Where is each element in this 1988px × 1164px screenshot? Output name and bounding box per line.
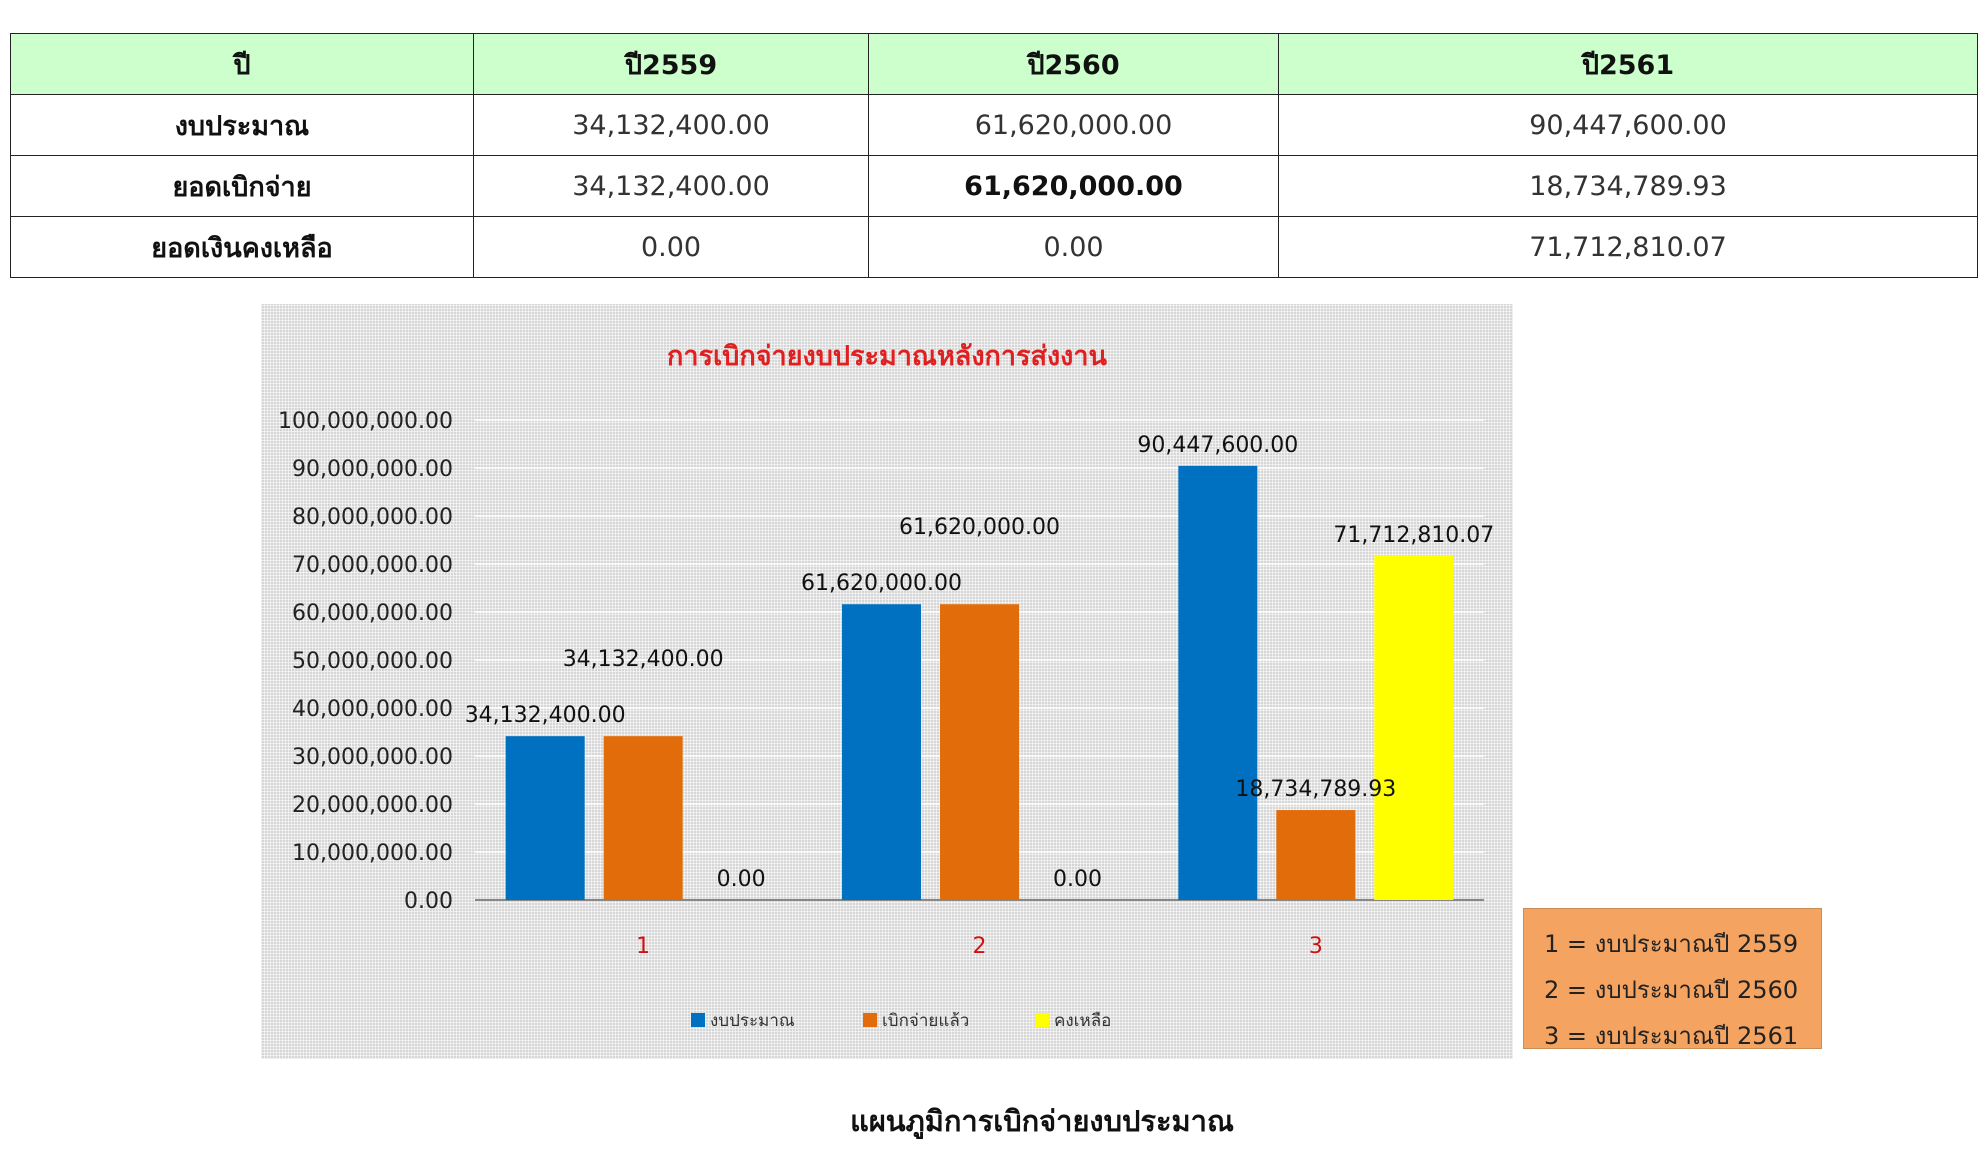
bar-chart: การเบิกจ่ายงบประมาณหลังการส่งงาน 0.00 10,0… xyxy=(261,304,1513,1059)
x-category-label: 3 xyxy=(1309,934,1323,959)
y-tick-label: 0.00 xyxy=(404,889,453,914)
legend-label: งบประมาณ xyxy=(710,1011,795,1031)
y-tick-label: 10,000,000.00 xyxy=(292,841,453,866)
row-label: ยอดเงินคงเหลือ xyxy=(10,216,474,278)
legend-swatch xyxy=(863,1013,877,1027)
bar-งบประมาณ xyxy=(505,736,585,900)
key-item: 3 = งบประมาณปี 2561 xyxy=(1544,1022,1799,1050)
category-key: 1 = งบประมาณปี 2559 2 = งบประมาณปี 2560 … xyxy=(1523,908,1822,1050)
table-cell: 0.00 xyxy=(473,216,869,278)
bar-คงเหลือ xyxy=(1374,555,1454,900)
bar-งบประมาณ xyxy=(842,604,921,900)
y-tick-label: 70,000,000.00 xyxy=(292,553,453,578)
row-label: ยอดเบิกจ่าย xyxy=(10,155,474,217)
legend-swatch xyxy=(1035,1013,1049,1027)
data-label: 90,447,600.00 xyxy=(1137,433,1298,458)
bar-งบประมาณ xyxy=(1178,465,1258,900)
x-category-label: 2 xyxy=(973,934,987,959)
bar-เบิกจ่ายแล้ว xyxy=(940,604,1019,900)
y-tick-label: 60,000,000.00 xyxy=(292,601,453,626)
legend-label: เบิกจ่ายแล้ว xyxy=(882,1011,969,1031)
y-tick-label: 20,000,000.00 xyxy=(292,793,453,818)
data-label: 34,132,400.00 xyxy=(563,647,724,672)
x-category-label: 1 xyxy=(636,934,650,959)
header-cell: ปี2560 xyxy=(868,33,1279,95)
data-label: 0.00 xyxy=(717,867,766,892)
table-cell: 34,132,400.00 xyxy=(473,94,869,156)
key-item: 2 = งบประมาณปี 2560 xyxy=(1544,976,1799,1004)
table-cell: 18,734,789.93 xyxy=(1278,155,1978,217)
chart-svg: การเบิกจ่ายงบประมาณหลังการส่งงาน 0.00 10,0… xyxy=(278,341,1494,1031)
data-label: 61,620,000.00 xyxy=(899,515,1060,540)
chart-caption: แผนภูมิการเบิกจ่ายงบประมาณ xyxy=(850,1104,1234,1138)
table-cell: 34,132,400.00 xyxy=(473,155,869,217)
table-cell: 90,447,600.00 xyxy=(1278,94,1978,156)
table-row: งบประมาณ 34,132,400.00 61,620,000.00 90,… xyxy=(10,94,1978,156)
table-cell: 0.00 xyxy=(868,216,1279,278)
chart-title: การเบิกจ่ายงบประมาณหลังการส่งงาน xyxy=(667,341,1108,372)
y-tick-label: 50,000,000.00 xyxy=(292,649,453,674)
legend-swatch xyxy=(691,1013,705,1027)
legend-label: คงเหลือ xyxy=(1054,1011,1111,1031)
budget-table: ปี ปี2559 ปี2560 ปี2561 งบประมาณ 34,132,… xyxy=(10,33,1978,278)
header-cell: ปี xyxy=(10,33,474,95)
bar-เบิกจ่ายแล้ว xyxy=(603,736,683,900)
table-row: ยอดเบิกจ่าย 34,132,400.00 61,620,000.00 … xyxy=(10,155,1978,217)
y-tick-label: 90,000,000.00 xyxy=(292,457,453,482)
header-cell: ปี2561 xyxy=(1278,33,1978,95)
table-row: ยอดเงินคงเหลือ 0.00 0.00 71,712,810.07 xyxy=(10,216,1978,278)
bar-เบิกจ่ายแล้ว xyxy=(1276,810,1356,900)
y-tick-label: 80,000,000.00 xyxy=(292,505,453,530)
data-label: 61,620,000.00 xyxy=(801,571,962,596)
row-label: งบประมาณ xyxy=(10,94,474,156)
data-label: 0.00 xyxy=(1053,867,1102,892)
y-tick-label: 40,000,000.00 xyxy=(292,697,453,722)
header-cell: ปี2559 xyxy=(473,33,869,95)
data-label: 71,712,810.07 xyxy=(1333,523,1494,548)
data-label: 18,734,789.93 xyxy=(1235,777,1396,802)
table-header-row: ปี ปี2559 ปี2560 ปี2561 xyxy=(10,33,1978,95)
key-item: 1 = งบประมาณปี 2559 xyxy=(1544,930,1799,958)
table-cell: 61,620,000.00 xyxy=(868,155,1279,217)
y-tick-label: 30,000,000.00 xyxy=(292,745,453,770)
data-label: 34,132,400.00 xyxy=(465,703,626,728)
table-cell: 71,712,810.07 xyxy=(1278,216,1978,278)
table-cell: 61,620,000.00 xyxy=(868,94,1279,156)
y-tick-label: 100,000,000.00 xyxy=(278,409,453,434)
